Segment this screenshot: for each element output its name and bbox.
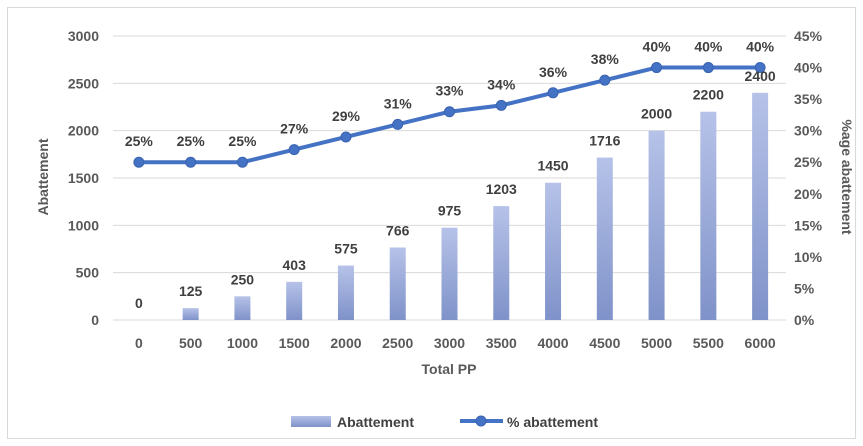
x-tick-label: 1500 [279, 335, 310, 351]
bar [389, 247, 406, 320]
line-series [133, 62, 766, 168]
x-tick-label: 3000 [434, 335, 465, 351]
line-data-label: 31% [384, 95, 413, 111]
line-marker [702, 62, 714, 74]
y-tick-label: 3000 [68, 28, 99, 44]
line-marker [133, 156, 145, 168]
y-axis-right-ticks: 0% 5% 10% 15% 20% 25% 30% 35% 40% 45% [794, 28, 823, 328]
line-data-label: 38% [591, 51, 620, 67]
y-tick-label: 0 [91, 312, 99, 328]
line-data-label: 33% [435, 83, 464, 99]
bar [648, 130, 665, 320]
line-marker [651, 62, 663, 74]
bar-data-label: 2200 [693, 87, 724, 103]
line-data-labels: 25% 25% 25% 27% 29% 31% 33% 34% 36% 38% 40% 40% 40% [125, 39, 775, 150]
gridlines [113, 35, 786, 321]
legend-swatch-marker [475, 415, 487, 427]
line-marker [547, 87, 559, 99]
bar-data-label: 2000 [641, 106, 672, 122]
x-tick-label: 3500 [486, 335, 517, 351]
bar [545, 182, 562, 320]
y2-tick-label: 25% [794, 154, 823, 170]
legend-label-bar: Abattement [337, 414, 414, 430]
bar [752, 92, 769, 320]
y-axis-title: Abattement [35, 138, 51, 215]
y-axis-left-ticks: 0 500 1000 1500 2000 2500 3000 [68, 28, 99, 328]
legend-swatch-bar [291, 416, 331, 427]
bar-data-label: 975 [438, 203, 462, 219]
bar [700, 111, 717, 320]
y-tick-label: 1000 [68, 217, 99, 233]
x-tick-label: 6000 [745, 335, 776, 351]
x-tick-label: 5500 [693, 335, 724, 351]
bar [596, 157, 613, 320]
y2-axis-title: %age abattement [839, 119, 855, 234]
y2-tick-label: 10% [794, 249, 823, 265]
line-marker [754, 62, 766, 74]
bar-data-label: 575 [334, 241, 358, 257]
bar-data-labels: 0 125 250 403 575 766 975 1203 1450 1716 2000 2200 2… [135, 68, 776, 311]
x-tick-label: 5000 [641, 335, 672, 351]
y-tick-label: 1500 [68, 170, 99, 186]
y-tick-label: 500 [76, 265, 100, 281]
y-tick-label: 2000 [68, 123, 99, 139]
bar-data-label: 1716 [589, 133, 620, 149]
line-data-label: 25% [228, 133, 257, 149]
bar [337, 265, 354, 320]
line-marker [444, 106, 455, 118]
y2-tick-label: 20% [794, 186, 823, 202]
x-tick-label: 2000 [330, 335, 361, 351]
bar [234, 296, 251, 320]
bar-data-label: 403 [283, 257, 307, 273]
bar-series [182, 92, 769, 320]
x-tick-label: 4500 [589, 335, 620, 351]
x-tick-label: 500 [179, 335, 203, 351]
line-data-label: 27% [280, 121, 309, 137]
x-tick-label: 4000 [537, 335, 568, 351]
y2-tick-label: 35% [794, 91, 823, 107]
line-data-label: 40% [746, 39, 775, 55]
legend-label-line: % abattement [507, 414, 598, 430]
y2-tick-label: 40% [794, 60, 823, 76]
line-marker [392, 118, 404, 130]
line-marker [340, 131, 352, 143]
line-marker [288, 144, 300, 156]
line-data-label: 40% [643, 39, 672, 55]
bar-data-label: 766 [386, 222, 410, 238]
legend: Abattement % abattement [291, 414, 598, 430]
line-data-label: 25% [177, 133, 206, 149]
bar-data-label: 125 [179, 283, 203, 299]
bar-data-label: 0 [135, 295, 143, 311]
line-marker [599, 74, 611, 86]
y2-tick-label: 0% [794, 312, 815, 328]
y2-tick-label: 5% [794, 280, 815, 296]
x-tick-label: 0 [135, 335, 143, 351]
bar-data-label: 1450 [537, 158, 568, 174]
x-axis-ticks: 0 500 1000 1500 2000 2500 3000 3500 4000 4500 5000… [135, 335, 776, 351]
x-tick-label: 2500 [382, 335, 413, 351]
bar-data-label: 250 [231, 271, 255, 287]
y2-tick-label: 30% [794, 123, 823, 139]
line-data-label: 40% [694, 39, 723, 55]
line-data-label: 34% [487, 76, 516, 92]
line-data-label: 29% [332, 108, 361, 124]
bar [182, 308, 199, 320]
y2-tick-label: 45% [794, 28, 823, 44]
bar-data-label: 1203 [486, 181, 517, 197]
line-data-label: 25% [125, 133, 154, 149]
x-tick-label: 1000 [227, 335, 258, 351]
x-axis-title: Total PP [422, 361, 477, 377]
line-marker [185, 156, 197, 168]
line-data-label: 36% [539, 64, 568, 80]
bar [286, 281, 303, 320]
y2-tick-label: 15% [794, 217, 823, 233]
bar-data-label: 2400 [745, 68, 776, 84]
bar [493, 206, 510, 320]
y-tick-label: 2500 [68, 75, 99, 91]
line-marker [495, 99, 507, 111]
bar [441, 227, 458, 320]
line-marker [236, 156, 248, 168]
